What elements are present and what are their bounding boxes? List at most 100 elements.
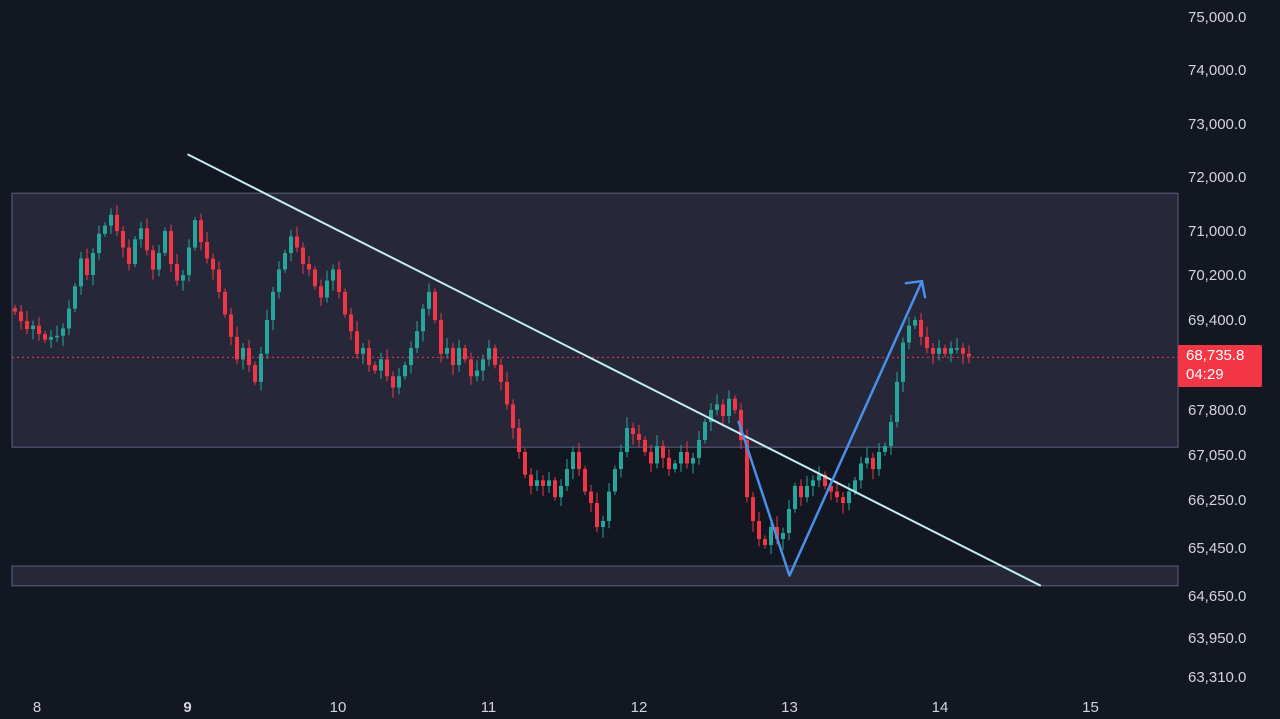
candle-body — [301, 247, 305, 264]
candle-body — [409, 348, 413, 365]
candle-body — [781, 533, 785, 539]
candle-body — [133, 239, 137, 264]
candle-body — [529, 474, 533, 486]
candle-body — [91, 253, 95, 275]
candle-body — [109, 214, 113, 226]
candle-body — [217, 269, 221, 292]
x-tick-label: 11 — [481, 699, 497, 716]
candle-body — [931, 348, 935, 354]
candle-body — [625, 428, 629, 452]
trendline — [187, 153, 1042, 587]
candle-body — [865, 457, 869, 464]
candle-body — [841, 497, 845, 503]
y-tick-label: 73,000.0 — [1188, 116, 1246, 133]
candle-body — [61, 328, 65, 336]
y-tick-label: 75,000.0 — [1188, 9, 1246, 26]
candle-body — [823, 474, 827, 486]
candle-body — [961, 348, 965, 354]
candle-body — [67, 308, 71, 329]
candle-body — [949, 348, 953, 354]
candle-body — [859, 463, 863, 481]
candle-body — [439, 320, 443, 354]
candle-body — [343, 291, 347, 315]
candle-body — [817, 474, 821, 481]
candle-body — [43, 334, 47, 340]
candle-body — [895, 381, 899, 422]
last-price-label: 68,735.8 04:29 — [1178, 345, 1262, 387]
candle-body — [907, 325, 911, 343]
y-tick-label: 63,310.0 — [1188, 669, 1246, 686]
candle-body — [325, 280, 329, 298]
candle-body — [655, 446, 659, 464]
zone-upper-range — [11, 192, 1179, 448]
candle-body — [445, 348, 449, 354]
candle-body — [487, 348, 491, 360]
candle-body — [799, 485, 803, 498]
candle-body — [733, 398, 737, 410]
candle-body — [79, 258, 83, 287]
candle-body — [583, 469, 587, 492]
y-tick-label: 71,000.0 — [1188, 223, 1246, 240]
candle-body — [85, 258, 89, 275]
candle-body — [313, 269, 317, 287]
y-tick-label: 63,950.0 — [1188, 630, 1246, 647]
candle-body — [613, 469, 617, 492]
candle-body — [667, 457, 671, 470]
candle-body — [955, 348, 959, 350]
candle-body — [493, 348, 497, 365]
candle-body — [709, 410, 713, 422]
candle-body — [763, 539, 767, 545]
projection-arrow — [737, 280, 924, 577]
candle-body — [643, 440, 647, 452]
candle-body — [55, 335, 59, 338]
candle-body — [37, 325, 41, 335]
candle-body — [523, 452, 527, 475]
arrow-head — [904, 279, 927, 299]
candle-body — [505, 381, 509, 405]
candle-body — [157, 253, 161, 270]
candle-body — [829, 485, 833, 492]
candle-body — [385, 359, 389, 377]
candle-body — [883, 446, 887, 452]
candle-body — [187, 247, 191, 275]
candle-body — [601, 521, 605, 527]
candle-body — [175, 264, 179, 281]
candle-body — [871, 457, 875, 470]
candle-body — [373, 365, 377, 371]
candle-body — [307, 264, 311, 270]
candle-body — [835, 491, 839, 498]
candle-body — [463, 348, 467, 360]
candle-body — [697, 440, 701, 458]
candle-body — [619, 452, 623, 470]
candle-body — [913, 320, 917, 326]
y-tick-label: 67,800.0 — [1188, 402, 1246, 419]
y-tick-label: 69,400.0 — [1188, 312, 1246, 329]
candle-body — [391, 376, 395, 388]
candle-body — [289, 236, 293, 253]
candle-body — [499, 365, 503, 382]
candle-body — [577, 452, 581, 470]
candle-body — [121, 231, 125, 248]
candle-body — [163, 231, 167, 253]
x-tick-label: 14 — [932, 699, 949, 716]
candle-body — [517, 428, 521, 452]
candle-body — [649, 452, 653, 464]
candle-body — [721, 404, 725, 416]
candle-body — [661, 446, 665, 458]
candle-body — [319, 286, 323, 298]
candle-body — [427, 291, 431, 309]
candle-body — [337, 269, 341, 292]
candle-body — [535, 480, 539, 486]
y-tick-label: 72,000.0 — [1188, 169, 1246, 186]
candle-body — [181, 275, 185, 281]
candle-body — [715, 404, 719, 410]
candle-body — [589, 491, 593, 503]
candle-body — [727, 398, 731, 416]
candle-body — [637, 434, 641, 440]
candle-body — [679, 452, 683, 464]
y-tick-label: 66,250.0 — [1188, 492, 1246, 509]
candle-body — [607, 491, 611, 521]
candle-countdown: 04:29 — [1186, 366, 1224, 383]
candle-body — [241, 348, 245, 360]
